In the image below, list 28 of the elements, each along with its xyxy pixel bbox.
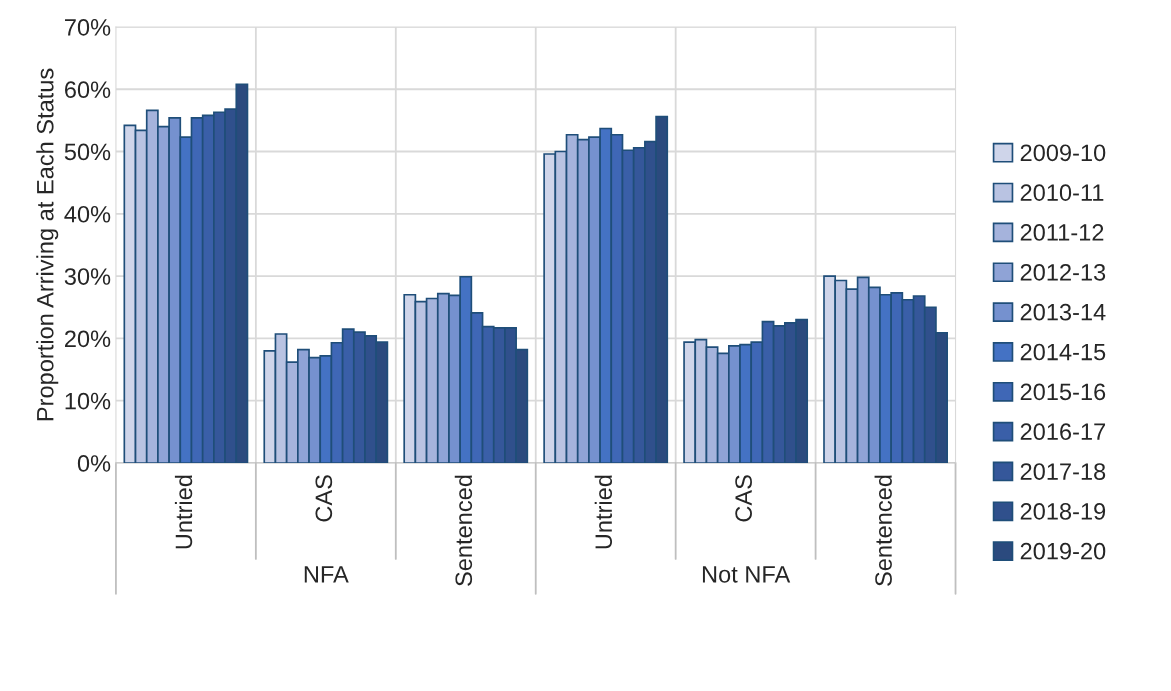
y-tick-label: 70% <box>65 19 111 36</box>
legend-label: 2018-19 <box>1020 503 1106 520</box>
x-tick-label: Untried <box>174 475 193 549</box>
x-tick-label: Sentenced <box>454 475 473 586</box>
legend-label: 2010-11 <box>1020 184 1104 201</box>
y-tick-label: 30% <box>64 268 111 285</box>
y-tick-label: 40% <box>64 205 111 223</box>
text: Not NFA <box>702 566 791 583</box>
legend-label: 2014-15 <box>1020 343 1106 361</box>
y-tick-label: 20% <box>65 330 111 348</box>
x-tick-label: CAS <box>315 475 333 522</box>
legend-label: 2013-14 <box>1020 303 1106 321</box>
legend-label: 2012-13 <box>1020 263 1106 281</box>
legend-label: 2017-18 <box>1020 463 1106 480</box>
x-tick-label: Sentenced <box>874 475 892 586</box>
legend-label: 2011-12 <box>1020 224 1104 241</box>
y-tick-label: 10% <box>65 392 111 410</box>
x-tick-label: Untried <box>594 475 613 549</box>
legend-label: 2015-16 <box>1020 383 1106 401</box>
text: NFA <box>304 566 349 583</box>
y-tick-label: 50% <box>64 143 111 161</box>
y-tick-label: 60% <box>65 81 111 99</box>
legend-label: 2019-20 <box>1020 542 1106 560</box>
y-axis-title: Proportion Arriving at Each Status <box>36 68 59 421</box>
legend-label: 2016-17 <box>1020 423 1106 441</box>
legend-label: 2009-10 <box>1020 144 1106 162</box>
y-tick-label: 0% <box>77 455 111 472</box>
x-tick-label: CAS <box>735 475 752 522</box>
